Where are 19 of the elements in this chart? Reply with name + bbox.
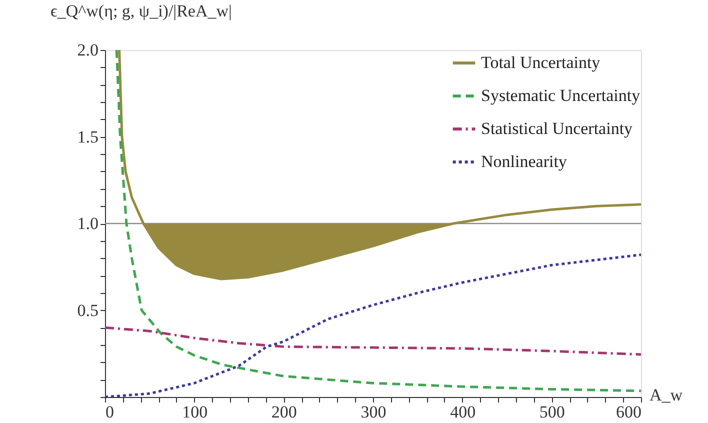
x-tick-label: 500 [539,402,565,422]
y-tick-label: 1.5 [77,127,98,146]
line-series [105,326,641,356]
y-axis-title: ϵ_Q^w(η; g, ψ_i)/|ReA_w| [50,2,232,20]
x-tick-label: 0 [106,402,114,422]
line-series [115,50,641,392]
y-tick-label: 2.0 [77,40,98,60]
x-tick-label: 400 [450,402,476,422]
legend-label: Nonlinearity [481,152,568,171]
x-tick-label: 200 [271,402,297,422]
legend-label: Systematic Uncertainty [481,86,641,105]
x-tick-label: 100 [182,402,208,422]
legend-label: Total Uncertainty [481,53,601,72]
x-axis-title: A_w [650,386,684,404]
legend-label: Statistical Uncertainty [481,119,634,138]
x-tick-label: 600 [616,402,642,422]
y-tick-label: 0.5 [77,300,98,320]
x-tick-label: 300 [360,402,386,422]
y-tick-label: 1.0 [77,214,98,233]
